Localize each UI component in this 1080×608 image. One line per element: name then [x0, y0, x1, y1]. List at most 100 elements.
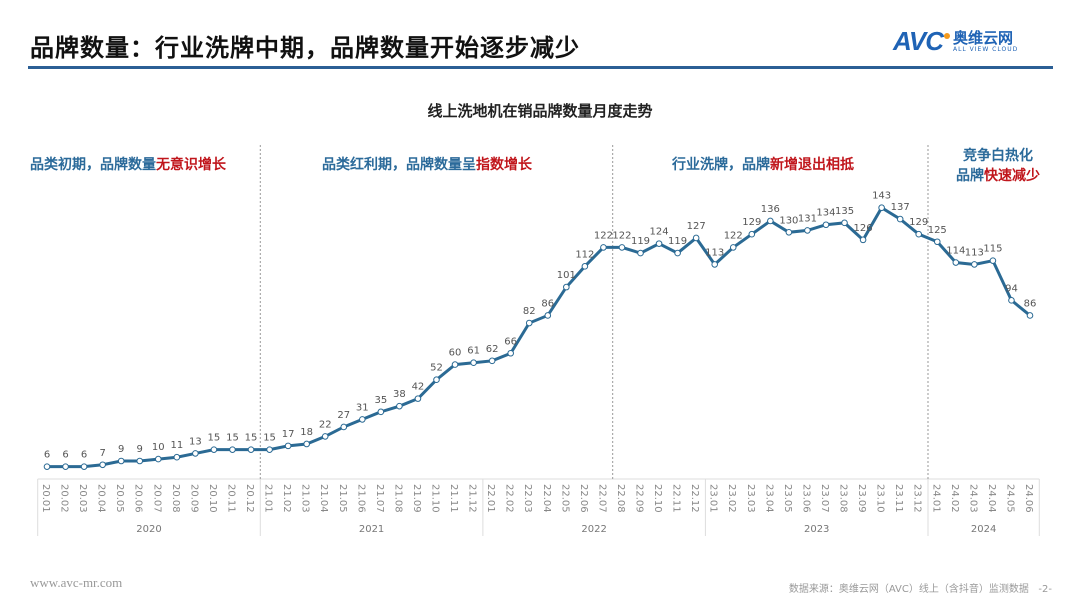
data-label: 13	[189, 436, 202, 447]
year-label: 2024	[971, 524, 996, 535]
data-point	[43, 463, 51, 470]
x-tick-label: 22.07	[596, 484, 607, 513]
x-tick-label: 21.10	[429, 484, 440, 513]
data-label: 127	[687, 221, 706, 232]
data-label: 15	[245, 433, 258, 444]
x-tick-label: 20.06	[133, 484, 144, 513]
x-tick-label: 23.09	[856, 484, 867, 513]
x-tick-label: 21.04	[318, 484, 329, 513]
data-point	[173, 453, 181, 461]
x-tick-label: 22.03	[522, 484, 533, 513]
data-label: 126	[854, 223, 873, 234]
x-tick-label: 21.03	[300, 484, 311, 513]
data-label: 129	[909, 217, 928, 228]
annotation-phase-4: 竞争白热化 品牌快速减少	[956, 148, 1040, 184]
data-label: 31	[356, 402, 369, 413]
data-point	[915, 230, 923, 238]
x-tick-label: 24.04	[986, 484, 997, 513]
data-label: 137	[891, 202, 910, 213]
x-tick-label: 22.06	[578, 484, 589, 513]
data-point	[971, 261, 978, 268]
data-label: 7	[99, 448, 105, 459]
data-point	[878, 204, 885, 212]
x-tick-label: 20.12	[244, 484, 255, 513]
data-label: 114	[946, 246, 965, 257]
x-tick-label: 22.10	[652, 484, 663, 513]
x-tick-label: 20.01	[40, 484, 51, 513]
data-point	[933, 238, 941, 246]
data-label: 122	[594, 230, 613, 241]
data-label: 135	[835, 206, 854, 217]
x-tick-label: 23.02	[726, 484, 737, 513]
data-point	[80, 463, 88, 470]
x-tick-label: 24.05	[1004, 484, 1015, 513]
x-tick-label: 24.02	[949, 484, 960, 513]
x-tick-label: 22.04	[541, 484, 552, 513]
footer-url: www.avc-mr.com	[30, 575, 123, 590]
data-point	[62, 463, 69, 470]
data-label: 42	[412, 382, 425, 393]
x-tick-label: 23.08	[838, 484, 849, 513]
data-point	[692, 234, 700, 242]
data-point	[711, 261, 718, 268]
x-tick-label: 20.11	[225, 484, 236, 513]
x-tick-label: 23.04	[763, 484, 774, 513]
data-label: 130	[779, 215, 798, 226]
data-label: 35	[374, 395, 387, 406]
year-label: 2020	[136, 524, 161, 535]
x-tick-label: 20.08	[170, 484, 181, 513]
x-tick-label: 21.11	[448, 484, 459, 513]
x-tick-label: 22.02	[504, 484, 515, 513]
data-label: 94	[1005, 283, 1018, 294]
data-point	[655, 240, 663, 247]
data-label: 27	[337, 410, 350, 421]
x-tick-label: 23.11	[893, 484, 904, 513]
data-point	[1026, 312, 1034, 319]
data-label: 143	[872, 191, 891, 202]
x-tick-label: 20.05	[114, 484, 125, 513]
data-label: 136	[761, 204, 780, 215]
data-label: 9	[118, 444, 124, 455]
data-label: 9	[137, 444, 143, 455]
x-tick-label: 22.11	[671, 484, 682, 513]
data-point	[321, 433, 329, 440]
x-tick-label: 21.01	[263, 484, 274, 513]
data-label: 122	[612, 230, 631, 241]
data-point	[859, 236, 867, 244]
data-point	[359, 416, 366, 423]
x-tick-label: 22.12	[689, 484, 700, 513]
data-label: 113	[965, 247, 984, 258]
x-tick-label: 22.09	[634, 484, 645, 513]
data-label: 60	[449, 348, 462, 359]
data-point	[451, 361, 459, 368]
x-tick-label: 23.03	[745, 484, 756, 513]
data-point	[544, 312, 552, 319]
series-line	[47, 205, 1031, 469]
data-label: 112	[575, 249, 594, 260]
x-tick-label: 20.10	[207, 484, 218, 513]
data-point	[581, 263, 589, 270]
x-tick-label: 21.02	[281, 484, 292, 513]
x-tick-label: 23.01	[708, 484, 719, 513]
data-point	[618, 244, 626, 251]
data-point	[340, 423, 348, 431]
data-label: 122	[724, 230, 743, 241]
data-label: 86	[1024, 298, 1037, 309]
x-tick-label: 20.07	[151, 484, 162, 513]
data-label: 15	[263, 433, 276, 444]
data-point	[507, 349, 514, 357]
data-point	[748, 230, 756, 238]
data-point	[767, 217, 774, 225]
data-label: 10	[152, 442, 165, 453]
x-tick-label: 24.06	[1023, 484, 1034, 513]
data-point	[804, 227, 811, 234]
data-label: 66	[504, 336, 517, 347]
x-tick-label: 21.07	[374, 484, 385, 513]
data-label: 11	[170, 440, 183, 451]
data-point	[1008, 297, 1015, 304]
data-label: 119	[668, 236, 687, 247]
data-label: 129	[742, 217, 761, 228]
data-point	[396, 402, 403, 410]
data-point	[136, 457, 144, 465]
